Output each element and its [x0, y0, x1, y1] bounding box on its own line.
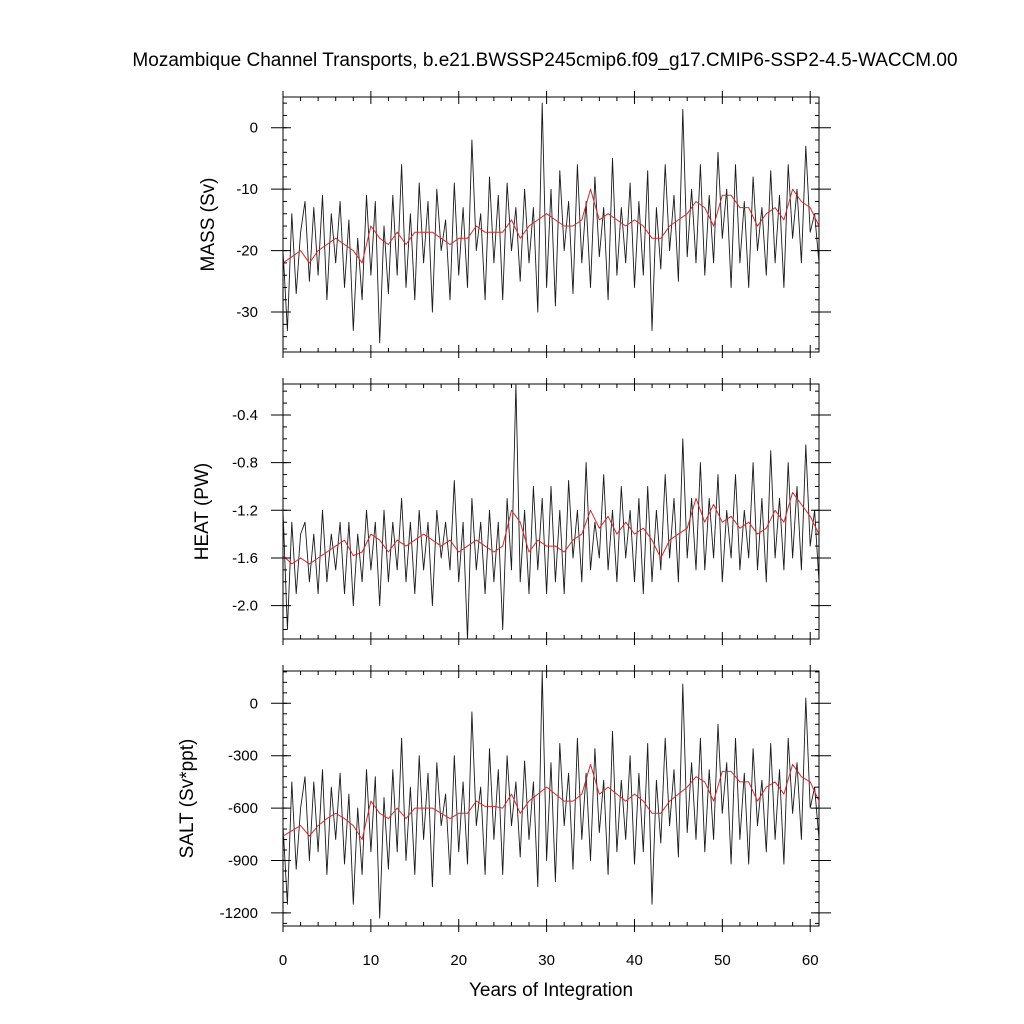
y-tick-label: -1200 — [220, 905, 258, 922]
series-layer — [283, 384, 819, 639]
x-tick-label: 10 — [363, 952, 380, 969]
y-tick-label: -30 — [236, 304, 258, 321]
y-tick-label: -300 — [228, 748, 258, 765]
series-line-annual-mean — [283, 491, 819, 565]
y-tick-label: 0 — [250, 695, 258, 712]
x-tick-label: 20 — [450, 952, 467, 969]
tick-layer — [271, 378, 831, 645]
y-axis-label: SALT (Sv*ppt) — [177, 739, 198, 859]
plot-frame — [282, 96, 820, 353]
y-tick-labels: 0 -300 -600 -900 -1200 — [220, 695, 258, 922]
x-tick-label: 50 — [714, 952, 731, 969]
plot-frame — [282, 670, 820, 927]
y-tick-label: -1.2 — [232, 502, 258, 519]
series-line-monthly — [283, 671, 819, 919]
x-tick-label: 40 — [626, 952, 643, 969]
series-line-annual-mean — [283, 188, 819, 264]
series-layer — [283, 102, 819, 344]
y-tick-label: -0.4 — [232, 407, 258, 424]
y-tick-labels: -0.4 -0.8 -1.2 -1.6 -2.0 — [232, 407, 258, 615]
x-tick-label: 60 — [802, 952, 819, 969]
y-axis-label: MASS (Sv) — [198, 178, 219, 272]
plot-frame — [282, 383, 820, 640]
x-tick-labels: 0 10 20 30 40 50 60 — [279, 952, 819, 969]
x-tick-label: 0 — [279, 952, 287, 969]
y-tick-labels: 0 -10 -20 -30 — [236, 120, 258, 321]
y-tick-label: -2.0 — [232, 598, 258, 615]
y-tick-label: -1.6 — [232, 550, 258, 567]
y-axis-label: HEAT (PW) — [192, 463, 213, 560]
y-tick-label: 0 — [250, 120, 258, 137]
y-tick-label: -900 — [228, 853, 258, 870]
tick-layer — [271, 91, 831, 358]
x-axis-label: Years of Integration — [469, 980, 633, 1001]
panel-salt: 0 -300 -600 -900 -1200 SALT (Sv*ppt) — [177, 665, 831, 932]
tick-layer — [271, 665, 831, 932]
panel-heat: -0.4 -0.8 -1.2 -1.6 -2.0 HEAT (PW) — [192, 378, 831, 645]
y-tick-label: -20 — [236, 243, 258, 260]
series-line-monthly — [283, 384, 819, 639]
y-tick-label: -10 — [236, 181, 258, 198]
y-tick-label: -600 — [228, 800, 258, 817]
series-line-monthly — [283, 102, 819, 344]
y-tick-label: -0.8 — [232, 455, 258, 472]
series-line-annual-mean — [283, 763, 819, 840]
panel-mass: 0 -10 -20 -30 MASS (Sv) — [198, 91, 831, 358]
x-tick-label: 30 — [538, 952, 555, 969]
series-layer — [283, 671, 819, 919]
chart-title: Mozambique Channel Transports, b.e21.BWS… — [132, 50, 957, 71]
